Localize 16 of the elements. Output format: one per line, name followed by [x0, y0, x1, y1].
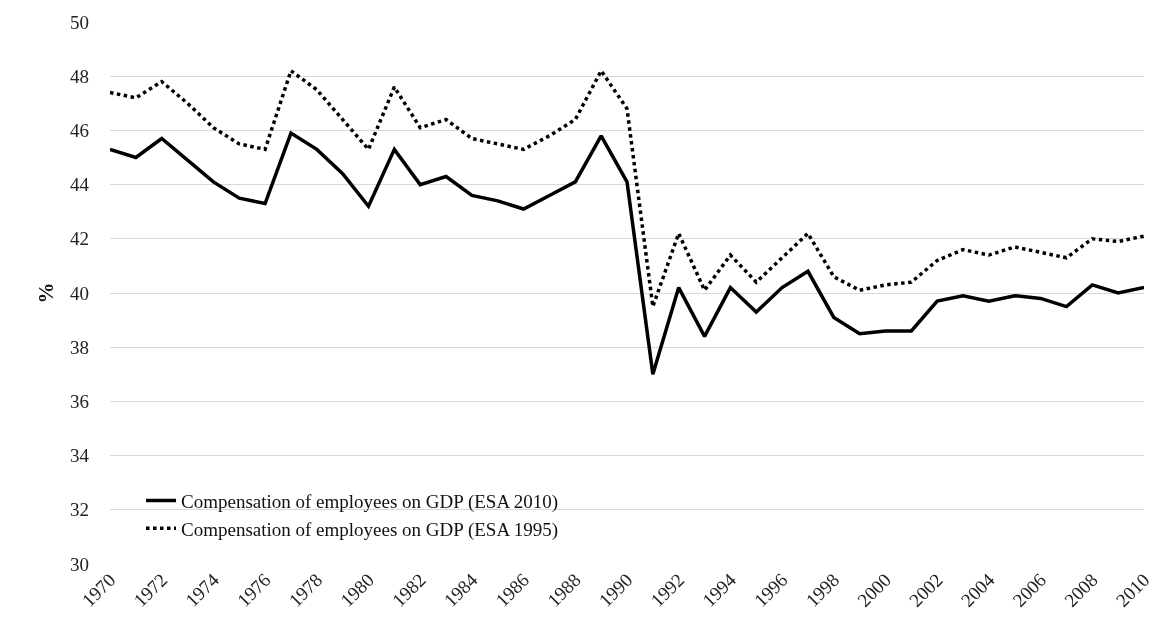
- y-tick-label: 50: [70, 11, 89, 33]
- line-series: [110, 131, 1144, 377]
- y-tick-label: 42: [70, 228, 89, 250]
- y-tick-label: 32: [70, 499, 89, 521]
- y-tick-label: 44: [70, 174, 90, 196]
- y-axis-title: %: [34, 282, 59, 304]
- y-tick-label: 36: [70, 391, 89, 413]
- y-tick-label: 34: [70, 445, 90, 467]
- line-series: [110, 69, 1144, 309]
- y-tick-label: 46: [70, 120, 89, 142]
- legend-label: Compensation of employees on GDP (ESA 1995): [181, 518, 559, 541]
- y-tick-label: 40: [70, 282, 89, 304]
- legend-label: Compensation of employees on GDP (ESA 2010): [181, 491, 559, 513]
- y-tick-label: 48: [70, 65, 89, 87]
- y-tick-label: 38: [70, 336, 89, 358]
- y-tick-label: 30: [70, 553, 89, 575]
